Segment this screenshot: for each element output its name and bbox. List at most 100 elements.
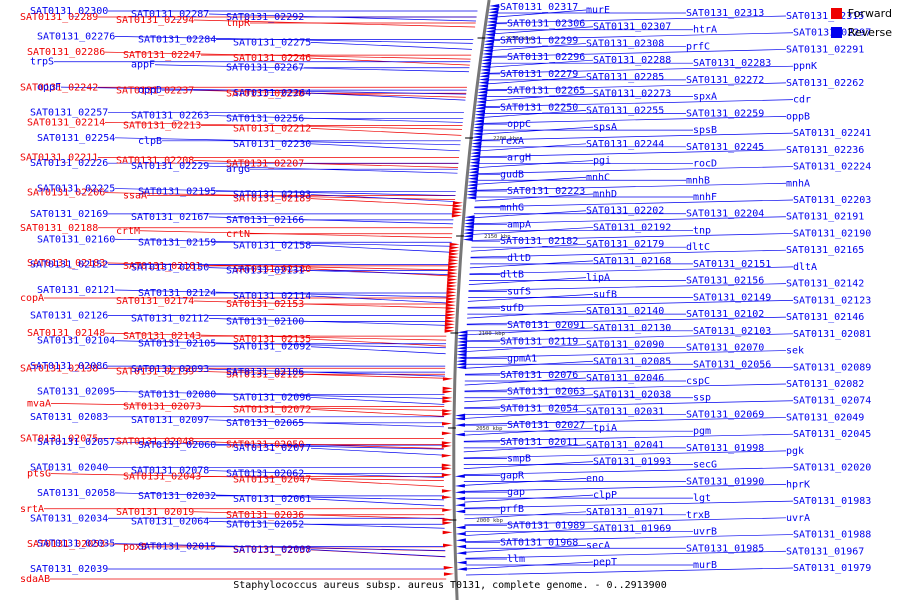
- reverse-gene-label: SAT0131_02035: [37, 539, 115, 550]
- reverse-gene-label: dltC: [686, 242, 710, 253]
- reverse-gene-label: murE: [586, 5, 610, 16]
- reverse-gene-connector: [464, 528, 594, 536]
- reverse-feature-arrow: [455, 525, 466, 530]
- forward-feature-arrow: [442, 422, 453, 426]
- backbone-line: [452, 0, 491, 600]
- forward-feature-arrow: [441, 489, 452, 493]
- forward-gene-label: SAT0131_02180: [233, 264, 311, 275]
- forward-gene-connector: [139, 230, 452, 239]
- reverse-gene-connector: [463, 461, 594, 469]
- reverse-gene-connector: [114, 492, 445, 501]
- reverse-gene-label: SAT0131_02204: [686, 209, 764, 220]
- forward-swatch: [830, 7, 842, 19]
- reverse-feature-arrow: [487, 16, 498, 21]
- reverse-feature-arrow: [456, 346, 467, 350]
- reverse-gene-label: mnhG: [500, 203, 524, 214]
- forward-feature-arrow: [448, 265, 459, 269]
- forward-gene-connector: [310, 128, 462, 136]
- forward-feature-arrow: [441, 444, 452, 448]
- reverse-feature-arrow: [480, 64, 491, 69]
- reverse-gene-connector: [208, 115, 463, 123]
- forward-gene-label: ptsG: [27, 469, 51, 480]
- reverse-gene-label: SAT0131_02103: [693, 326, 771, 337]
- reverse-gene-connector: [489, 59, 594, 68]
- forward-feature-arrow: [442, 390, 453, 394]
- forward-gene-connector: [193, 160, 459, 168]
- reverse-gene-label: SAT0131_02104: [37, 336, 115, 347]
- legend-item-forward: Forward: [830, 6, 892, 20]
- reverse-feature-arrow: [470, 151, 481, 155]
- reverse-feature-arrow: [473, 125, 484, 130]
- reverse-gene-label: SAT0131_02062: [226, 469, 304, 480]
- scale-tick-label: 2150 kbp: [484, 234, 511, 240]
- reverse-gene-label: secA: [586, 540, 610, 551]
- reverse-gene-label: SAT0131_01971: [586, 507, 664, 518]
- reverse-feature-arrow: [480, 68, 491, 72]
- reverse-gene-label: SAT0131_01988: [793, 530, 871, 541]
- reverse-gene-connector: [484, 99, 794, 107]
- reverse-gene-label: pgi: [593, 156, 611, 167]
- reverse-gene-connector: [472, 227, 594, 235]
- forward-feature-arrow: [452, 201, 463, 205]
- reverse-gene-connector: [474, 193, 594, 202]
- reverse-gene-label: oppD: [138, 85, 162, 96]
- reverse-gene-label: SAT0131_02306: [507, 19, 585, 30]
- reverse-gene-connector: [464, 411, 587, 419]
- reverse-gene-label: SAT0131_02307: [593, 22, 671, 33]
- reverse-gene-label: SAT0131_02106: [226, 367, 304, 378]
- reverse-gene-label: mnhD: [593, 189, 617, 200]
- forward-feature-arrow: [442, 399, 453, 404]
- reverse-gene-connector: [464, 511, 587, 520]
- forward-gene-label: SAT0131_02073: [123, 401, 201, 412]
- reverse-gene-connector: [469, 260, 594, 269]
- reverse-feature-arrow: [474, 112, 485, 117]
- reverse-gene-label: SAT0131_02090: [586, 340, 664, 351]
- reverse-feature-arrow: [466, 196, 477, 200]
- reverse-gene-label: SAT0131_02193: [233, 190, 311, 201]
- forward-gene-label: crtM: [116, 226, 140, 237]
- reverse-gene-label: SAT0131_02223: [507, 186, 585, 197]
- reverse-gene-connector: [488, 65, 794, 74]
- reverse-gene-label: SAT0131_02195: [138, 187, 216, 198]
- forward-feature-arrow: [441, 463, 452, 468]
- reverse-gene-label: SAT0131_02039: [30, 564, 108, 575]
- reverse-feature-arrow: [472, 128, 483, 133]
- reverse-gene-connector: [470, 249, 787, 258]
- reverse-gene-label: SAT0131_02192: [593, 222, 671, 233]
- reverse-feature-arrow: [467, 183, 478, 187]
- forward-gene-label: SAT0131_02047: [233, 475, 311, 486]
- reverse-gene-connector: [208, 216, 454, 225]
- reverse-gene-label: ampA: [507, 219, 531, 230]
- reverse-gene-label: SAT0131_02179: [586, 239, 664, 250]
- reverse-gene-label: dltD: [507, 253, 531, 264]
- reverse-feature-arrow: [475, 106, 486, 110]
- forward-feature-arrow: [447, 281, 458, 285]
- reverse-gene-connector: [464, 383, 787, 392]
- reverse-feature-arrow: [457, 336, 468, 341]
- reverse-gene-label: SAT0131_02313: [686, 8, 764, 19]
- reverse-gene-label: SAT0131_02308: [586, 38, 664, 49]
- scale-tick-label: 2200 kbp: [493, 136, 519, 142]
- forward-feature-arrow: [446, 287, 457, 292]
- reverse-gene-label: eno: [586, 473, 604, 484]
- reverse-gene-connector: [476, 176, 587, 185]
- reverse-gene-label: SAT0131_01990: [686, 476, 764, 487]
- forward-gene-connector: [50, 473, 444, 481]
- forward-gene-label: ssaA: [123, 191, 147, 202]
- reverse-feature-arrow: [463, 234, 474, 238]
- reverse-gene-label: appF: [131, 60, 155, 71]
- reverse-feature-arrow: [478, 77, 489, 82]
- reverse-gene-connector: [463, 427, 594, 436]
- reverse-gene-label: prfC: [686, 41, 710, 52]
- scale-tick-label: 2000 kbp: [476, 518, 503, 524]
- reverse-gene-connector: [464, 400, 794, 409]
- reverse-gene-label: gap: [507, 487, 525, 498]
- forward-feature-arrow: [445, 303, 456, 308]
- forward-feature-arrow: [441, 431, 452, 436]
- reverse-gene-connector: [467, 300, 794, 308]
- reverse-feature-arrow: [472, 132, 483, 136]
- reverse-gene-label: spsA: [593, 122, 617, 133]
- reverse-gene-label: SAT0131_02224: [793, 162, 871, 173]
- reverse-gene-label: SAT0131_01979: [793, 563, 871, 574]
- reverse-gene-label: SAT0131_02230: [233, 139, 311, 150]
